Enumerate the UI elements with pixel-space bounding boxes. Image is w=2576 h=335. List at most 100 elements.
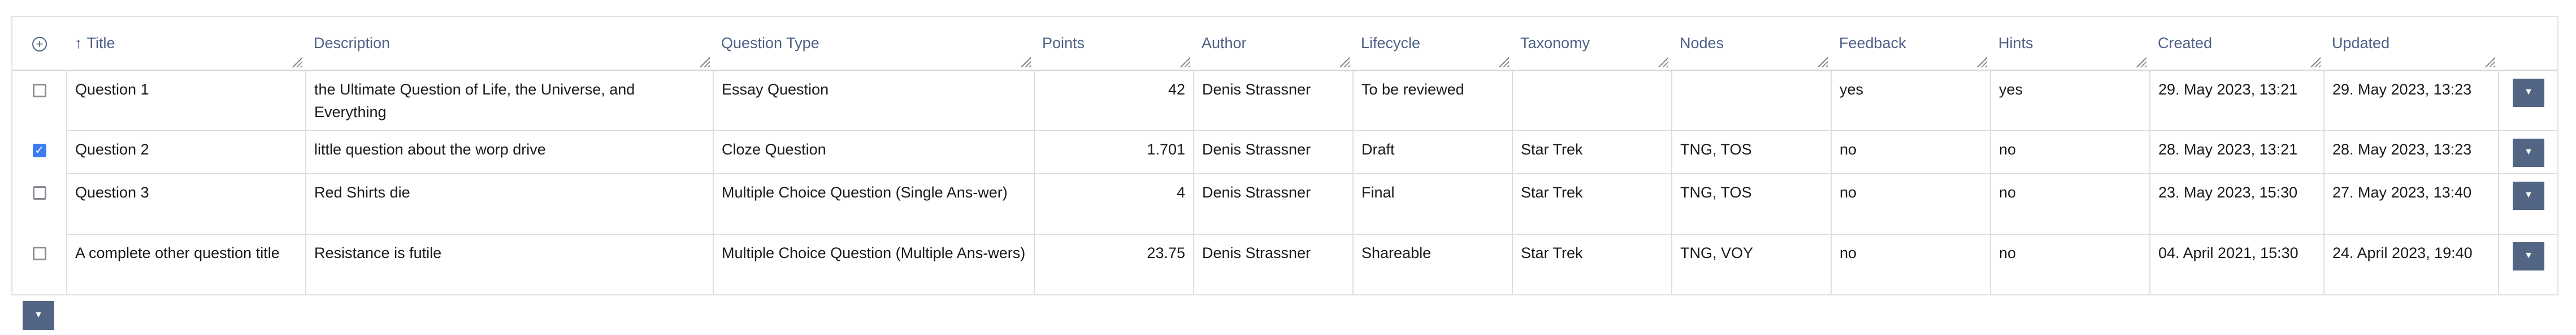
column-header-nodes[interactable]: Nodes (1672, 17, 1831, 71)
column-header-hints[interactable]: Hints (1990, 17, 2150, 71)
cell-lifecycle: Final (1352, 173, 1513, 235)
column-header-feedback[interactable]: Feedback (1831, 17, 1990, 71)
column-header-title[interactable]: ↑ Title (67, 17, 306, 71)
cell-hints: yes (1990, 70, 2150, 131)
cell-question-type: Essay Question (713, 70, 1035, 131)
row-checkbox[interactable] (32, 84, 46, 97)
column-label: Nodes (1680, 35, 1724, 51)
cell-hints: no (1990, 233, 2150, 294)
cell-taxonomy (1512, 70, 1672, 131)
cell-nodes: TNG, VOY (1671, 233, 1832, 294)
column-resize-handle[interactable] (1497, 55, 1509, 67)
column-resize-handle[interactable] (1815, 55, 1828, 67)
row-actions-button[interactable]: ▼ (2513, 79, 2544, 107)
row-select-cell (12, 70, 67, 131)
column-label: Question Type (721, 35, 819, 51)
cell-title: A complete other question title (66, 233, 306, 294)
cell-taxonomy: Star Trek (1512, 130, 1672, 174)
cell-feedback: no (1831, 233, 1991, 294)
column-label: Points (1042, 35, 1085, 51)
column-resize-handle[interactable] (1178, 55, 1190, 67)
cell-hints: no (1990, 173, 2150, 235)
cell-title: Question 3 (66, 173, 306, 235)
table-row[interactable]: Question 3 Red Shirts die Multiple Choice … (12, 173, 2558, 235)
cell-created: 04. April 2021, 15:30 (2149, 233, 2325, 294)
bulk-actions-button[interactable]: ▼ (23, 301, 54, 330)
column-label: Title (86, 35, 115, 51)
row-actions-button[interactable]: ▼ (2513, 181, 2544, 210)
table-row[interactable]: ✓ Question 2 little question about the wor… (12, 130, 2558, 174)
cell-updated: 27. May 2023, 13:40 (2323, 173, 2499, 235)
row-select-cell (12, 173, 67, 234)
cell-hints: no (1990, 130, 2150, 174)
row-actions-cell: ▼ (2498, 173, 2558, 235)
column-resize-handle[interactable] (1018, 55, 1031, 67)
cell-feedback: no (1831, 173, 1991, 235)
column-header-question-type[interactable]: Question Type (713, 17, 1034, 71)
row-actions-cell: ▼ (2498, 233, 2558, 294)
table-header: + ↑ Title Description Question Type Points Au… (12, 17, 2558, 71)
cell-feedback: no (1831, 130, 1991, 174)
cell-feedback: yes (1831, 70, 1991, 131)
cell-updated: 28. May 2023, 13:23 (2323, 130, 2499, 174)
column-header-description[interactable]: Description (306, 17, 713, 71)
column-header-updated[interactable]: Updated (2324, 17, 2499, 71)
cell-taxonomy: Star Trek (1512, 233, 1672, 294)
cell-description: Red Shirts die (305, 173, 714, 235)
cell-description: Resistance is futile (305, 233, 714, 294)
column-label: Hints (1998, 35, 2033, 51)
column-header-points[interactable]: Points (1034, 17, 1194, 71)
cell-description: the Ultimate Question of Life, the Unive… (305, 70, 714, 131)
column-label: Lifecycle (1361, 35, 1421, 51)
cell-title: Question 1 (66, 70, 306, 131)
column-label: Taxonomy (1520, 35, 1590, 51)
questions-table: + ↑ Title Description Question Type Points Au… (11, 16, 2558, 295)
column-resize-handle[interactable] (2483, 55, 2495, 67)
row-actions-cell: ▼ (2498, 130, 2558, 174)
row-actions-button[interactable]: ▼ (2513, 242, 2544, 270)
caret-down-icon: ▼ (34, 310, 43, 320)
row-select-cell (12, 234, 67, 294)
column-resize-handle[interactable] (2134, 55, 2146, 67)
table-row[interactable]: A complete other question title Resistanc… (12, 233, 2558, 294)
caret-down-icon: ▼ (2524, 147, 2533, 157)
cell-points: 4 (1034, 173, 1194, 235)
row-actions-button[interactable]: ▼ (2513, 138, 2544, 167)
column-resize-handle[interactable] (697, 55, 710, 67)
arrow-up-icon: ↑ (75, 35, 83, 51)
cell-author: Denis Strassner (1193, 70, 1354, 131)
column-header-author[interactable]: Author (1194, 17, 1353, 71)
column-header-created[interactable]: Created (2150, 17, 2324, 71)
cell-created: 28. May 2023, 13:21 (2149, 130, 2325, 174)
column-resize-handle[interactable] (290, 55, 302, 67)
column-resize-handle[interactable] (1337, 55, 1350, 67)
column-resize-handle[interactable] (1975, 55, 1987, 67)
table-row[interactable]: Question 1 the Ultimate Question of Life,… (12, 70, 2558, 131)
cell-author: Denis Strassner (1193, 173, 1354, 235)
row-checkbox[interactable] (32, 246, 46, 260)
cell-question-type: Multiple Choice Question (Multiple Ans-w… (713, 233, 1035, 294)
column-resize-handle[interactable] (1656, 55, 1668, 67)
cell-nodes: TNG, TOS (1671, 173, 1832, 235)
column-header-taxonomy[interactable]: Taxonomy (1512, 17, 1672, 71)
row-checkbox[interactable]: ✓ (32, 143, 46, 157)
cell-taxonomy: Star Trek (1512, 173, 1672, 235)
actions-header (2499, 17, 2558, 71)
cell-created: 23. May 2023, 15:30 (2149, 173, 2325, 235)
cell-nodes: TNG, TOS (1671, 130, 1832, 174)
cell-lifecycle: To be reviewed (1352, 70, 1513, 131)
column-label: Description (314, 35, 391, 51)
cell-lifecycle: Shareable (1352, 233, 1513, 294)
caret-down-icon: ▼ (2524, 250, 2533, 260)
cell-points: 1.701 (1034, 130, 1194, 174)
cell-nodes (1671, 70, 1832, 131)
column-header-lifecycle[interactable]: Lifecycle (1353, 17, 1512, 71)
cell-author: Denis Strassner (1193, 130, 1354, 174)
plus-circle-icon[interactable]: + (32, 37, 47, 51)
column-resize-handle[interactable] (2308, 55, 2321, 67)
cell-author: Denis Strassner (1193, 233, 1354, 294)
column-label: Author (1202, 35, 1247, 51)
cell-description: little question about the worp drive (305, 130, 714, 174)
row-checkbox[interactable] (32, 186, 46, 200)
row-select-cell: ✓ (12, 130, 67, 174)
